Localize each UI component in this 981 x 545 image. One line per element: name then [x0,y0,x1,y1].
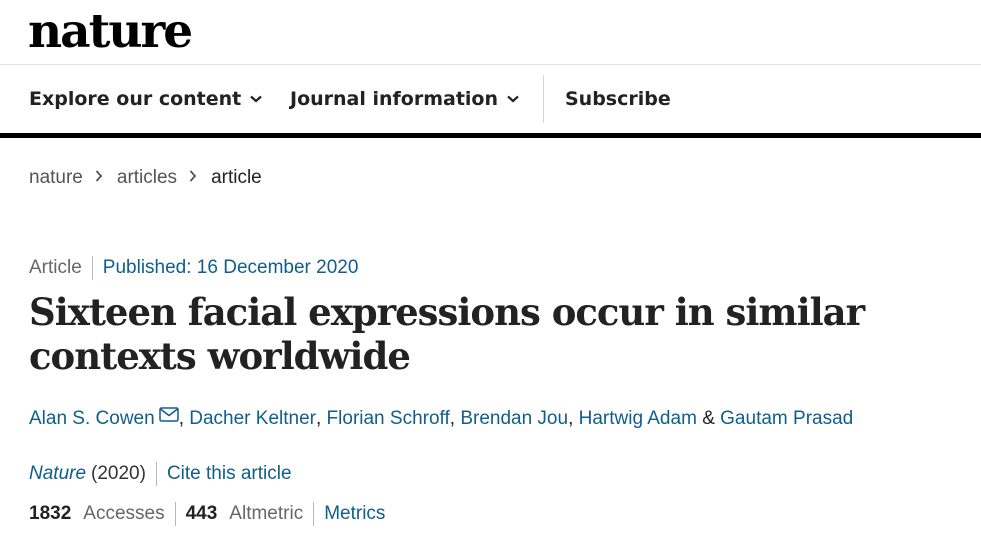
journal-info-menu-label: Journal information [290,88,499,110]
chevron-right-icon [95,170,103,182]
altmetric-count: 443 [185,503,218,524]
accesses-count: 1832 [29,503,72,524]
nature-logo[interactable]: nature [28,4,193,59]
journal-info-menu-button[interactable]: Journal information [290,65,519,133]
author-separator: , [449,408,456,429]
meta-separator [155,462,157,486]
chevron-down-icon [507,95,519,103]
author-ampersand: & [702,408,715,429]
article-type: Article [29,257,82,278]
published-date: Published: 16 December 2020 [102,257,359,278]
article-metrics: 1832 Accesses 443 Altmetric Metrics [29,501,385,527]
envelope-icon[interactable] [158,406,179,422]
citation-line: Nature (2020) Cite this article [29,461,292,487]
author-separator: , [178,408,184,429]
nav-separator [543,75,544,123]
chevron-right-icon [189,170,197,182]
author-link[interactable]: Brendan Jou [460,408,569,429]
author-link[interactable]: Dacher Keltner [189,408,316,429]
author-link[interactable]: Florian Schroff [326,408,450,429]
author-link[interactable]: Alan S. Cowen [29,408,155,429]
explore-menu-label: Explore our content [29,88,242,110]
article-title: Sixteen facial expressions occur in simi… [29,290,865,378]
author-link[interactable]: Gautam Prasad [720,408,854,429]
journal-name-link[interactable]: Nature [29,463,87,484]
author-link[interactable]: Hartwig Adam [578,408,697,429]
altmetric-label: Altmetric [229,503,304,524]
explore-menu-button[interactable]: Explore our content [29,65,263,133]
subscribe-link[interactable]: Subscribe [565,88,671,110]
main-nav: Explore our content Journal information … [0,65,981,133]
metrics-separator [174,502,176,526]
author-separator: , [315,408,322,429]
author-separator: , [568,408,574,429]
breadcrumb-article: article [211,167,262,188]
nav-bottom-rule [0,133,981,138]
breadcrumb: nature articles article [29,166,262,190]
accesses-label: Accesses [83,503,165,524]
header-divider [0,64,981,65]
cite-this-article-link[interactable]: Cite this article [166,463,292,484]
breadcrumb-nature[interactable]: nature [29,167,83,188]
article-meta: Article Published: 16 December 2020 [29,256,358,280]
metrics-link[interactable]: Metrics [324,503,386,524]
meta-separator [91,256,93,280]
author-list: Alan S. Cowen , Dacher Keltner , Florian… [29,406,853,432]
metrics-separator [313,502,315,526]
publication-year: (2020) [91,463,146,484]
breadcrumb-articles[interactable]: articles [116,167,178,188]
chevron-down-icon [250,95,263,103]
